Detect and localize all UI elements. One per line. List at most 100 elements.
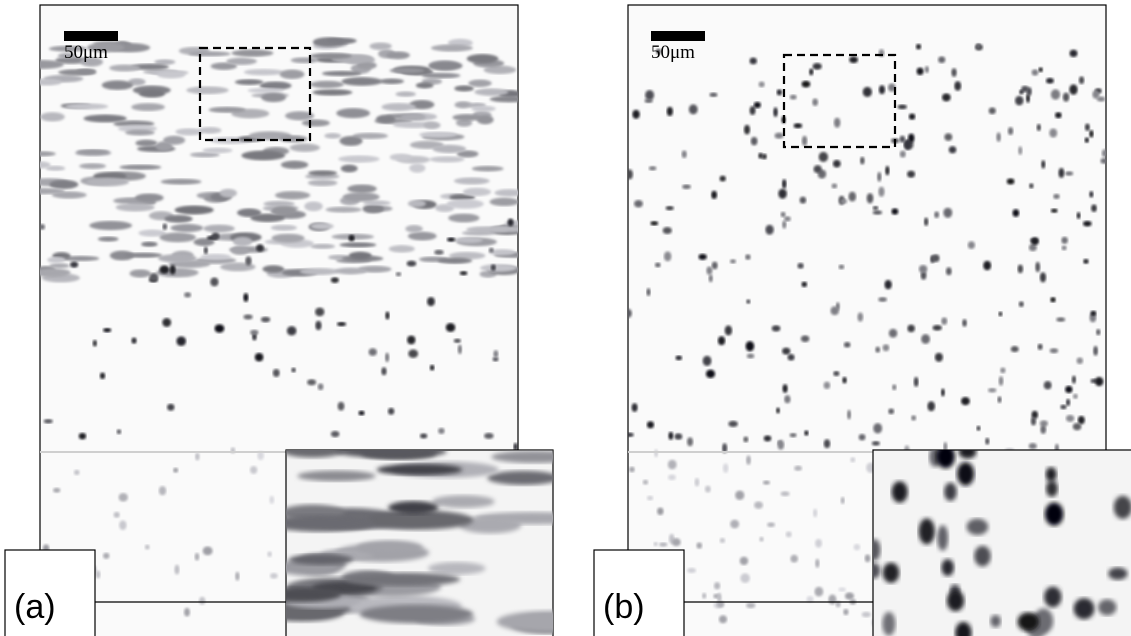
spot — [941, 388, 945, 397]
spot — [1084, 123, 1090, 131]
spot — [629, 466, 635, 473]
spot — [937, 525, 949, 551]
spot — [462, 187, 492, 197]
spot — [797, 262, 804, 269]
spot — [1094, 376, 1104, 387]
spot — [270, 224, 298, 231]
spot — [1033, 608, 1054, 634]
spot — [195, 452, 200, 461]
spot — [409, 163, 426, 173]
spot — [668, 431, 674, 440]
spot — [405, 224, 423, 233]
spot — [709, 92, 718, 97]
spot — [1091, 204, 1097, 213]
spot — [352, 132, 389, 140]
spot — [717, 336, 726, 346]
spot — [474, 88, 509, 96]
spot — [948, 146, 957, 154]
spot — [250, 213, 285, 223]
spot — [193, 238, 215, 247]
spot — [286, 587, 342, 603]
spot — [341, 77, 383, 86]
spot — [169, 264, 176, 275]
spot — [208, 106, 246, 113]
spot — [231, 49, 274, 57]
spot — [932, 325, 943, 331]
spot — [654, 449, 659, 458]
spot — [158, 486, 167, 496]
spot — [1061, 245, 1067, 251]
spot — [787, 353, 795, 361]
spot — [1084, 137, 1089, 143]
spot — [119, 520, 127, 531]
spot — [167, 403, 175, 411]
spot — [428, 562, 486, 575]
spot — [1010, 346, 1019, 353]
spot — [243, 293, 249, 302]
spot — [1093, 345, 1098, 356]
spot — [1062, 92, 1070, 102]
spot — [1012, 209, 1020, 217]
spot — [291, 367, 296, 373]
spot — [97, 236, 119, 242]
spot — [923, 217, 929, 226]
spot — [899, 135, 906, 143]
spot — [381, 102, 416, 111]
spot — [330, 277, 339, 283]
spot — [189, 152, 220, 158]
spot — [853, 543, 861, 551]
spot — [777, 440, 782, 445]
spot — [334, 267, 367, 275]
spot — [471, 165, 504, 172]
spot — [663, 251, 672, 262]
spot — [864, 554, 871, 563]
panel-label: (a) — [14, 588, 56, 626]
spot — [188, 51, 231, 57]
spot — [496, 610, 553, 633]
spot — [347, 184, 377, 194]
spot — [936, 450, 955, 469]
spot — [818, 151, 829, 162]
spot — [250, 329, 259, 335]
spot — [1071, 375, 1077, 384]
spot — [202, 147, 233, 154]
spot — [634, 200, 643, 208]
spot — [812, 63, 822, 70]
spot — [488, 247, 494, 253]
spot — [489, 197, 518, 207]
spot — [310, 223, 334, 230]
spot — [488, 249, 516, 256]
spot — [254, 352, 264, 362]
spot — [938, 56, 946, 64]
spot — [445, 323, 456, 332]
spot — [646, 495, 654, 501]
spot — [997, 396, 1002, 403]
label-box — [4, 549, 96, 636]
spot — [1098, 599, 1117, 616]
spot — [310, 80, 344, 89]
spot — [1050, 89, 1061, 100]
spot — [245, 256, 252, 266]
spot — [719, 537, 726, 544]
spot — [1096, 96, 1106, 102]
spot — [58, 69, 97, 76]
spot — [1043, 381, 1052, 390]
spot — [1058, 167, 1065, 178]
spot — [388, 501, 439, 515]
spot — [882, 562, 900, 583]
spot — [765, 224, 774, 235]
spot — [749, 57, 757, 65]
spot — [872, 210, 883, 215]
spot — [866, 193, 874, 204]
spot — [711, 261, 718, 270]
spot — [1018, 146, 1023, 155]
spot — [1050, 208, 1058, 213]
spot — [243, 314, 253, 320]
spot — [681, 150, 687, 159]
spot — [385, 352, 390, 363]
zoom-inset-image — [286, 450, 553, 633]
spot — [1089, 130, 1094, 138]
spot — [722, 463, 729, 473]
spot — [962, 319, 967, 327]
spot — [838, 264, 845, 270]
